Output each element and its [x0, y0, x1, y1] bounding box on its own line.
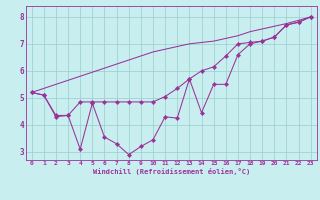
- X-axis label: Windchill (Refroidissement éolien,°C): Windchill (Refroidissement éolien,°C): [92, 168, 250, 175]
